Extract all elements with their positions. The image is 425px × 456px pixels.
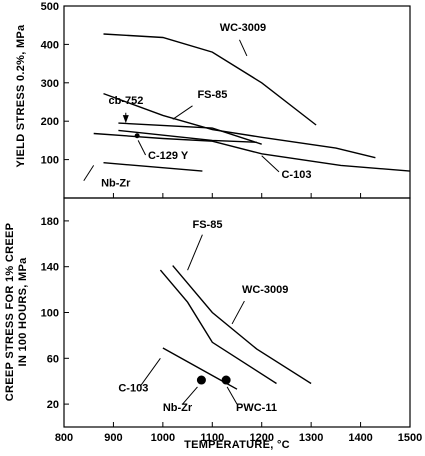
- bottom-leader-c-103: [140, 358, 161, 387]
- bottom-x-tick-label: 1500: [398, 432, 422, 444]
- bottom-nb-zr-point: [196, 375, 206, 385]
- top-arrowhead-cb-752: [122, 115, 129, 124]
- bottom-y-tick-label: 140: [41, 262, 59, 274]
- bottom-label-pwc-11: PWC-11: [236, 402, 277, 414]
- bottom-label-c-103: C-103: [118, 383, 148, 395]
- top-leader-c-103: [261, 155, 280, 173]
- bottom-x-tick-label: 1000: [151, 432, 175, 444]
- bottom-leader-nb-zr: [182, 386, 198, 405]
- top-y-tick-label: 500: [41, 1, 59, 13]
- bottom-leader-fs-85: [187, 234, 203, 271]
- bottom-label-nb-zr: Nb-Zr: [163, 402, 193, 414]
- bottom-leader-wc-3009: [231, 300, 245, 325]
- bottom-x-tick-label: 1400: [348, 432, 372, 444]
- bottom-pwc-11-point: [221, 375, 231, 385]
- bottom-y-tick-label: 20: [47, 399, 59, 411]
- top-wc-3009-line: [103, 33, 317, 126]
- bottom-y-axis-label-line-2: IN 100 HOURS, MPa: [17, 257, 29, 367]
- bottom-x-tick-label: 900: [104, 432, 122, 444]
- top-label-c-103: C-103: [281, 169, 311, 181]
- top-c-103-line: [93, 132, 411, 172]
- bottom-y-tick-label: 180: [41, 216, 59, 228]
- top-leader-fs-85: [172, 105, 193, 120]
- bottom-y-axis-label-line-1: CREEP STRESS FOR 1% CREEP: [4, 223, 16, 401]
- top-nb-zr-line: [103, 162, 203, 172]
- bottom-x-tick-label: 1200: [249, 432, 273, 444]
- bottom-y-tick-label: 60: [47, 353, 59, 365]
- top-c-129-y-line: [118, 129, 257, 143]
- top-label-c-129-y: C-129 Y: [148, 150, 189, 162]
- top-label-wc-3009: WC-3009: [220, 22, 266, 34]
- top-y-tick-label: 300: [41, 78, 59, 90]
- bottom-x-tick-label: 1100: [200, 432, 224, 444]
- top-cb-752-line: [118, 122, 262, 145]
- top-y-tick-label: 200: [41, 116, 59, 128]
- top-leader-wc-3009: [239, 39, 248, 57]
- top-fs-85-line: [103, 92, 376, 159]
- bottom-wc-3009-line: [159, 269, 277, 385]
- bottom-fs-85-line: [172, 265, 312, 385]
- bottom-c-103-line: [162, 347, 238, 390]
- bottom-label-fs-85: FS-85: [193, 219, 223, 231]
- top-marker-c-129-y: [134, 133, 140, 139]
- bottom-y-tick-label: 100: [41, 308, 59, 320]
- top-leader-c-129-y: [137, 140, 147, 156]
- top-y-tick-label: 400: [41, 39, 59, 51]
- bottom-x-tick-label: 800: [55, 432, 73, 444]
- bottom-x-tick-label: 1300: [299, 432, 323, 444]
- top-label-nb-zr: Nb-Zr: [101, 177, 131, 189]
- top-label-cb-752: cb-752: [108, 95, 143, 107]
- bottom-label-wc-3009: WC-3009: [242, 284, 288, 296]
- top-leader-nb-zr: [83, 165, 95, 181]
- top-label-fs-85: FS-85: [197, 89, 227, 101]
- x-axis-label: TEMPERATURE, °C: [184, 439, 290, 451]
- bottom-plot-frame: [63, 197, 411, 428]
- top-y-axis-label: YIELD STRESS 0.2%, MPa: [15, 24, 27, 168]
- bottom-leader-pwc-11: [226, 386, 238, 405]
- top-y-tick-label: 100: [41, 155, 59, 167]
